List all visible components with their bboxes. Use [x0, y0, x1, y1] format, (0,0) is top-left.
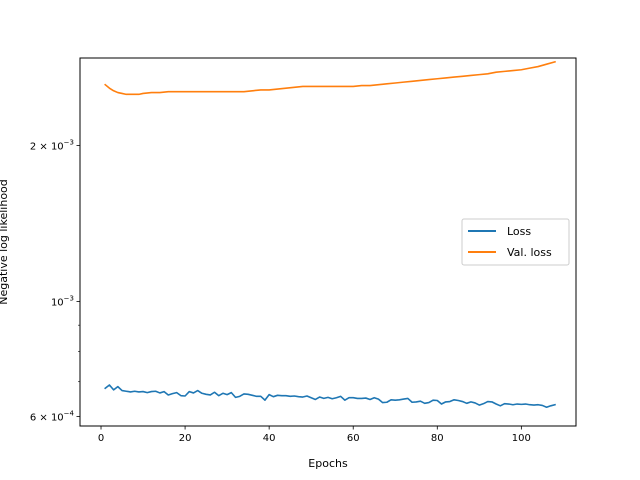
x-tick-label: 40 — [263, 433, 276, 444]
y-axis: 6 × 10−4 10−3 2 × 10−3 — [30, 138, 80, 423]
series-layer — [104, 60, 556, 409]
x-axis: 0 20 40 60 80 100 — [98, 426, 531, 444]
x-tick-label: 60 — [347, 433, 360, 444]
y-tick-label: 10−3 — [51, 294, 74, 308]
legend-label-val-loss: Val. loss — [507, 246, 552, 259]
y-tick-label: 2 × 10−3 — [30, 138, 74, 152]
x-tick-label: 100 — [512, 433, 531, 444]
x-tick-label: 80 — [431, 433, 444, 444]
legend: Loss Val. loss — [461, 218, 570, 266]
series-line-val-loss — [104, 60, 556, 96]
x-axis-label: Epochs — [308, 457, 348, 470]
y-axis-label: Negative log likelihood — [0, 179, 10, 305]
plot-frame — [79, 57, 577, 427]
series-line-loss — [104, 384, 556, 409]
x-tick-label: 0 — [98, 433, 104, 444]
y-tick-label: 6 × 10−4 — [30, 409, 75, 423]
legend-label-loss: Loss — [507, 225, 531, 238]
x-tick-label: 20 — [179, 433, 192, 444]
